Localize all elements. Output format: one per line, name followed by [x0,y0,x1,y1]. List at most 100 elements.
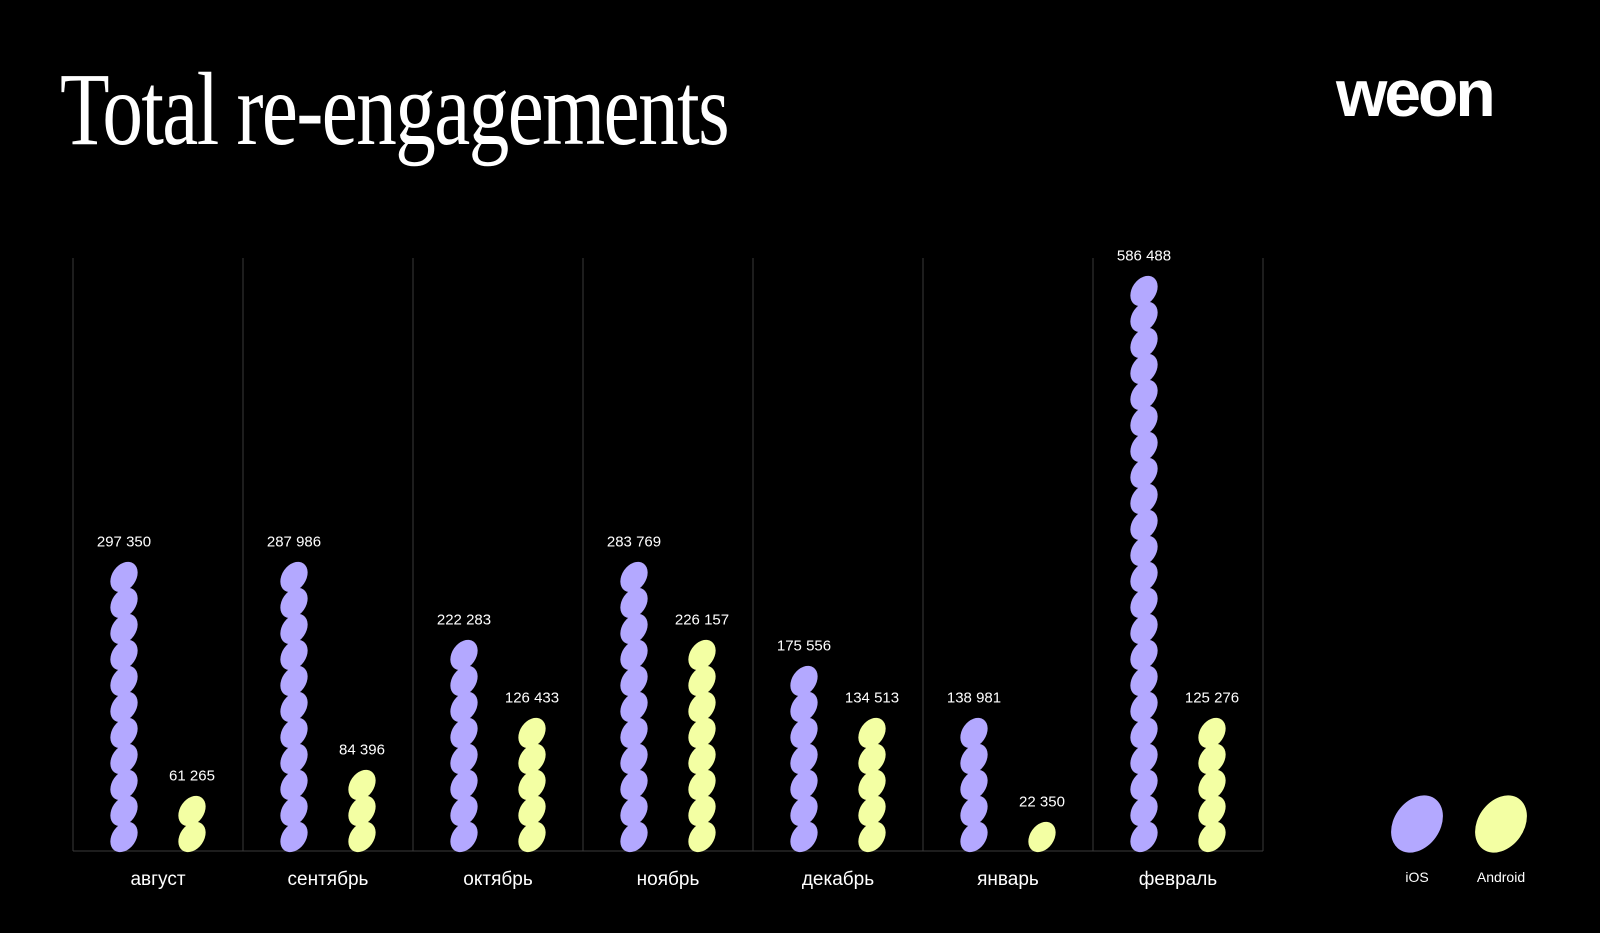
bar-mark [858,795,886,827]
bar-mark [1130,509,1158,541]
bar-mark [1130,639,1158,671]
bar-mark [620,691,648,723]
bar-mark [1130,587,1158,619]
bar-mark [348,821,376,853]
bar-mark [1198,795,1226,827]
bar-mark [280,795,308,827]
data-label: 134 513 [845,690,899,707]
bar-mark [450,691,478,723]
bar-ios-6 [1130,275,1158,853]
bar-mark [620,665,648,697]
bar-mark [518,795,546,827]
bar-mark [178,795,206,827]
bar-mark [1130,665,1158,697]
bar-android-4 [858,717,886,853]
bar-mark [688,639,716,671]
bar-mark [1130,353,1158,385]
bar-mark [110,587,138,619]
bar-ios-0 [110,561,138,853]
bar-mark [1130,301,1158,333]
bar-android-6 [1198,717,1226,853]
bar-mark [518,821,546,853]
bar-mark [688,769,716,801]
bar-mark [450,717,478,749]
data-label: 175 556 [777,638,831,655]
bar-mark [280,821,308,853]
bar-mark [280,769,308,801]
bar-mark [348,795,376,827]
bar-android-1 [348,769,376,853]
legend-item-android: Android [1475,795,1527,885]
bar-mark [858,743,886,775]
bar-ios-2 [450,639,478,853]
bar-android-2 [518,717,546,853]
bar-mark [1130,379,1158,411]
bar-mark [110,639,138,671]
bar-mark [450,821,478,853]
legend-label: iOS [1405,869,1428,885]
bar-mark [790,821,818,853]
bar-mark [110,691,138,723]
data-label: 586 488 [1117,248,1171,265]
bar-mark [620,561,648,593]
bar-mark [688,665,716,697]
page-title: Total re-engagements [60,52,730,167]
bar-mark [620,613,648,645]
data-label: 138 981 [947,690,1001,707]
bar-mark [1130,483,1158,515]
bar-mark [1130,457,1158,489]
bar-mark [110,613,138,645]
bar-mark [518,769,546,801]
bar-mark [280,691,308,723]
bar-mark [1198,821,1226,853]
bar-mark [110,665,138,697]
bar-android-3 [688,639,716,853]
data-label: 226 157 [675,612,729,629]
bar-mark [280,613,308,645]
bar-mark [110,717,138,749]
bar-mark [280,639,308,671]
bar-mark [280,743,308,775]
bar-mark [960,769,988,801]
bar-mark [348,769,376,801]
bar-mark [1130,769,1158,801]
data-label: 297 350 [97,534,151,551]
legend-swatch [1475,795,1527,853]
bar-mark [280,587,308,619]
bar-mark [1130,405,1158,437]
bar-mark [110,821,138,853]
bar-mark [110,743,138,775]
bar-mark [280,561,308,593]
bar-mark [688,795,716,827]
bar-mark [518,743,546,775]
category-label: январь [977,869,1039,890]
legend-label: Android [1477,869,1525,885]
bar-ios-1 [280,561,308,853]
bar-mark [450,769,478,801]
bar-mark [450,665,478,697]
bar-mark [1198,717,1226,749]
data-label: 125 276 [1185,690,1239,707]
bar-mark [110,769,138,801]
category-label: февраль [1139,869,1218,890]
bar-mark [450,795,478,827]
bar-mark [280,717,308,749]
bar-mark [1028,821,1056,853]
bar-mark [1130,613,1158,645]
bar-mark [688,717,716,749]
bar-ios-3 [620,561,648,853]
bar-mark [1130,327,1158,359]
bar-mark [1130,691,1158,723]
bar-mark [858,821,886,853]
bar-mark [620,769,648,801]
bar-mark [1130,795,1158,827]
bar-mark [1130,535,1158,567]
bar-mark [688,691,716,723]
bar-mark [620,821,648,853]
bar-mark [1130,717,1158,749]
bar-mark [280,665,308,697]
bar-mark [620,717,648,749]
bar-mark [960,821,988,853]
data-label: 287 986 [267,534,321,551]
data-label: 22 350 [1019,794,1065,811]
